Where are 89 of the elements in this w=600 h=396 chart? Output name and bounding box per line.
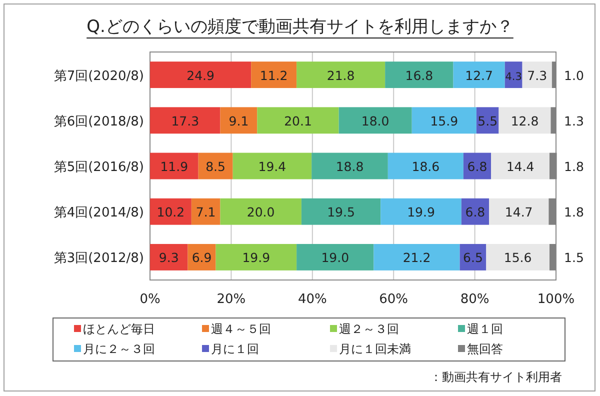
data-label: 15.6 — [504, 250, 532, 266]
data-label: 1.0 — [564, 68, 584, 83]
bar — [486, 244, 550, 270]
data-label: 1.8 — [564, 204, 584, 220]
legend-label: 週４～５回 — [211, 322, 271, 336]
legend-label: 月に２～３回 — [83, 342, 155, 356]
data-label: 5.5 — [478, 113, 498, 128]
data-label: 19.9 — [407, 204, 435, 220]
data-label: 9.3 — [158, 250, 179, 266]
bar — [150, 62, 252, 88]
x-tick-label: 80% — [460, 292, 490, 307]
data-label: 12.8 — [510, 113, 539, 128]
bar — [498, 107, 551, 134]
bar — [150, 107, 220, 134]
legend-label: 月に１回 — [211, 342, 259, 356]
data-label: 1.5 — [564, 250, 584, 266]
bar — [412, 107, 476, 134]
data-label: 6.5 — [463, 250, 483, 266]
data-label: 12.7 — [465, 68, 493, 83]
data-label: 6.8 — [465, 204, 486, 220]
data-label: 17.3 — [171, 113, 200, 128]
bar — [388, 152, 464, 180]
data-label: 21.2 — [402, 250, 431, 266]
data-label: 16.8 — [405, 68, 434, 83]
chart-title: Q.どのくらいの頻度で動画共有サイトを利用しますか？ — [86, 17, 514, 37]
x-tick-label: 40% — [298, 292, 327, 307]
legend-label: ほとんど毎日 — [83, 322, 155, 336]
bar — [191, 198, 220, 225]
data-label: 1.8 — [564, 159, 584, 174]
bar — [380, 198, 462, 225]
text: ：動画共有サイト利用者 — [430, 370, 562, 384]
x-tick-label: 20% — [216, 292, 246, 307]
bar — [374, 244, 460, 270]
x-tick-label: 100% — [537, 292, 575, 307]
bar — [150, 198, 192, 225]
data-label: 15.9 — [430, 113, 458, 128]
data-label: 6.9 — [192, 250, 212, 266]
data-label: 19.5 — [327, 204, 355, 220]
bar — [522, 62, 552, 88]
data-label: 19.0 — [321, 250, 350, 266]
x-tick-label: 0% — [140, 292, 160, 307]
y-tick-label: 第6回(2018/8) — [54, 114, 144, 130]
data-label: 14.7 — [504, 204, 533, 220]
legend-label: 月に１回未満 — [339, 342, 411, 356]
bar — [220, 198, 302, 225]
data-label: 18.0 — [361, 113, 390, 128]
bar — [216, 244, 297, 270]
bar — [338, 107, 412, 134]
data-label: 18.6 — [412, 159, 440, 174]
data-label: 6.8 — [467, 159, 488, 174]
y-tick-label: 第4回(2014/8) — [54, 206, 144, 221]
data-label: 4.3 — [505, 70, 522, 83]
y-tick-label: 第7回(2020/8) — [54, 68, 144, 84]
data-label: 14.4 — [506, 159, 534, 174]
data-label: 18.8 — [336, 159, 364, 174]
bar — [257, 107, 339, 134]
data-label: 24.9 — [186, 68, 215, 83]
bar — [301, 198, 381, 225]
bar — [296, 244, 374, 270]
data-label: 20.1 — [284, 113, 312, 128]
data-label: 7.1 — [196, 204, 216, 220]
bar — [385, 62, 454, 88]
data-label: 19.9 — [242, 250, 270, 266]
bar — [150, 152, 198, 180]
bar — [312, 152, 388, 180]
bar — [296, 62, 386, 88]
data-label: 20.0 — [246, 204, 275, 220]
legend-label: 週２～３回 — [339, 322, 399, 336]
data-label: 9.1 — [228, 113, 249, 128]
data-label: 19.4 — [258, 159, 286, 174]
data-label: 1.3 — [564, 113, 584, 128]
bar — [251, 62, 297, 88]
bar — [220, 107, 258, 134]
data-label: 11.2 — [260, 68, 288, 83]
data-label: 21.8 — [326, 68, 355, 83]
bar — [150, 244, 188, 270]
data-label: 8.5 — [206, 159, 226, 174]
data-label: 7.3 — [527, 68, 548, 83]
bar — [489, 198, 549, 225]
data-label: 11.9 — [160, 159, 188, 174]
data-label: 10.2 — [156, 204, 185, 220]
bar — [453, 62, 505, 88]
legend-label: 週１回 — [467, 322, 503, 336]
bar — [491, 152, 550, 180]
bar — [232, 152, 312, 180]
y-tick-label: 第5回(2016/8) — [54, 160, 144, 175]
y-tick-label: 第3回(2012/8) — [54, 251, 144, 266]
x-tick-label: 60% — [379, 292, 408, 307]
legend-label: 無回答 — [467, 342, 503, 356]
